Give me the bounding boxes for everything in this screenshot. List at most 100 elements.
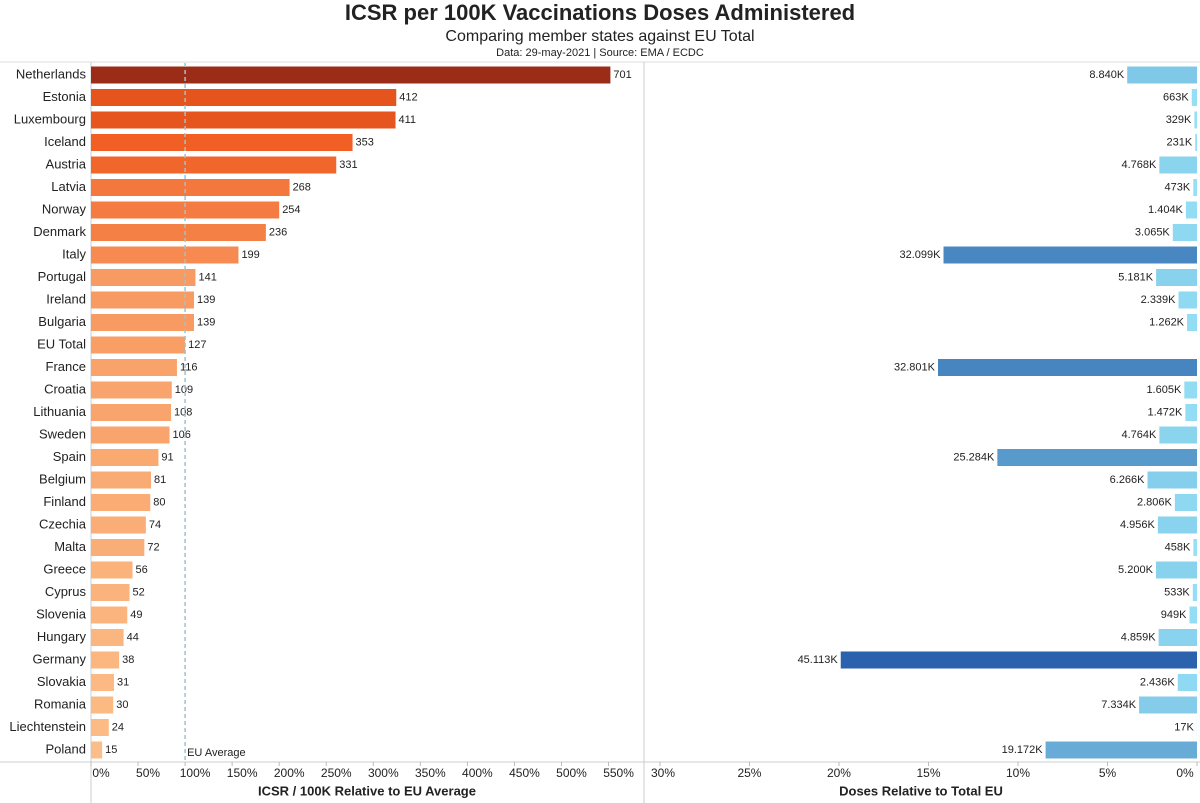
bar — [91, 134, 353, 151]
value-label: 7.334K — [1101, 699, 1137, 711]
x-tick-label: 0% — [1176, 766, 1194, 780]
value-label: 31 — [117, 676, 129, 688]
value-label: 3.065K — [1135, 226, 1171, 238]
value-label: 4.956K — [1120, 519, 1156, 531]
value-label: 17K — [1174, 721, 1194, 733]
bar — [1189, 606, 1197, 624]
category-label: Poland — [46, 741, 86, 756]
bar — [91, 291, 194, 309]
x-axis-title: Doses Relative to Total EU — [839, 783, 1003, 798]
value-label: 268 — [293, 181, 311, 193]
category-label: Greece — [43, 561, 86, 576]
value-label: 15 — [105, 744, 117, 756]
bar — [1155, 561, 1197, 579]
value-label: 139 — [197, 316, 215, 328]
bar — [91, 66, 611, 84]
bar — [1147, 471, 1197, 489]
x-tick-label: 20% — [827, 766, 851, 780]
value-label: 663K — [1163, 91, 1189, 103]
category-label: Lithuania — [33, 404, 87, 419]
value-label: 2.806K — [1137, 496, 1173, 508]
bar — [1127, 66, 1197, 84]
value-label: 4.859K — [1121, 631, 1157, 643]
bar — [91, 561, 133, 579]
category-label: Germany — [33, 651, 87, 666]
bar — [91, 179, 290, 196]
value-label: 19.172K — [1002, 744, 1044, 756]
bar — [1193, 539, 1197, 556]
category-label: Netherlands — [16, 66, 87, 81]
category-label: EU Total — [37, 336, 86, 351]
category-label: Bulgaria — [38, 314, 86, 329]
value-label: 6.266K — [1110, 474, 1146, 486]
value-label: 1.472K — [1148, 406, 1184, 418]
bar — [1045, 741, 1197, 759]
category-label: Norway — [42, 201, 87, 216]
value-label: 5.200K — [1118, 564, 1154, 576]
category-label: Iceland — [44, 134, 86, 149]
value-label: 701 — [613, 69, 631, 81]
category-label: Hungary — [37, 629, 87, 644]
bar — [91, 404, 172, 421]
value-label: 74 — [149, 519, 161, 531]
bar — [1185, 201, 1197, 219]
value-label: 109 — [175, 384, 193, 396]
bar — [1185, 404, 1197, 421]
bar — [1172, 224, 1197, 241]
bar — [937, 359, 1197, 376]
value-label: 139 — [197, 294, 215, 306]
bar — [1193, 179, 1197, 196]
value-label: 81 — [154, 474, 166, 486]
value-label: 199 — [241, 249, 259, 261]
category-label: Italy — [62, 246, 86, 261]
chart-subtitle: Comparing member states against EU Total — [445, 28, 754, 45]
value-label: 45.113K — [798, 654, 839, 666]
value-label: 2.339K — [1141, 294, 1177, 306]
bar — [91, 516, 146, 534]
bar — [1195, 134, 1197, 151]
bar — [997, 449, 1197, 466]
bar — [91, 89, 397, 106]
bar — [91, 314, 194, 331]
value-label: 32.801K — [894, 361, 936, 373]
bar — [1156, 269, 1197, 286]
value-label: 127 — [188, 339, 206, 351]
value-label: 1.262K — [1149, 316, 1185, 328]
bar — [1159, 156, 1197, 174]
bar — [1139, 696, 1197, 714]
x-tick-label: 5% — [1099, 766, 1117, 780]
bar — [1194, 111, 1197, 129]
category-label: France — [46, 359, 86, 374]
value-label: 32.099K — [900, 249, 942, 261]
value-label: 38 — [122, 654, 134, 666]
category-label: Slovenia — [36, 606, 87, 621]
category-label: Austria — [46, 156, 87, 171]
chart-title: ICSR per 100K Vaccinations Doses Adminis… — [345, 0, 855, 25]
bar — [91, 381, 172, 399]
x-tick-label: 200% — [274, 766, 305, 780]
x-tick-label: 300% — [368, 766, 399, 780]
bar — [91, 471, 152, 489]
bar — [91, 449, 159, 466]
x-tick-label: 30% — [651, 766, 675, 780]
category-label: Ireland — [46, 291, 86, 306]
value-label: 473K — [1165, 181, 1191, 193]
bar — [1157, 516, 1197, 534]
value-label: 1.404K — [1148, 204, 1184, 216]
value-label: 2.436K — [1140, 676, 1176, 688]
value-label: 1.605K — [1146, 384, 1182, 396]
bar — [91, 359, 177, 376]
bar — [1177, 674, 1197, 691]
bar — [91, 494, 151, 511]
x-tick-label: 25% — [737, 766, 761, 780]
value-label: 353 — [356, 136, 374, 148]
bar — [91, 674, 114, 691]
bar — [91, 584, 130, 601]
bar — [1178, 291, 1197, 309]
bar — [91, 246, 239, 264]
value-label: 458K — [1165, 541, 1191, 553]
x-tick-label: 15% — [916, 766, 940, 780]
bar — [91, 156, 337, 174]
value-label: 49 — [130, 609, 142, 621]
value-label: 4.768K — [1121, 159, 1157, 171]
